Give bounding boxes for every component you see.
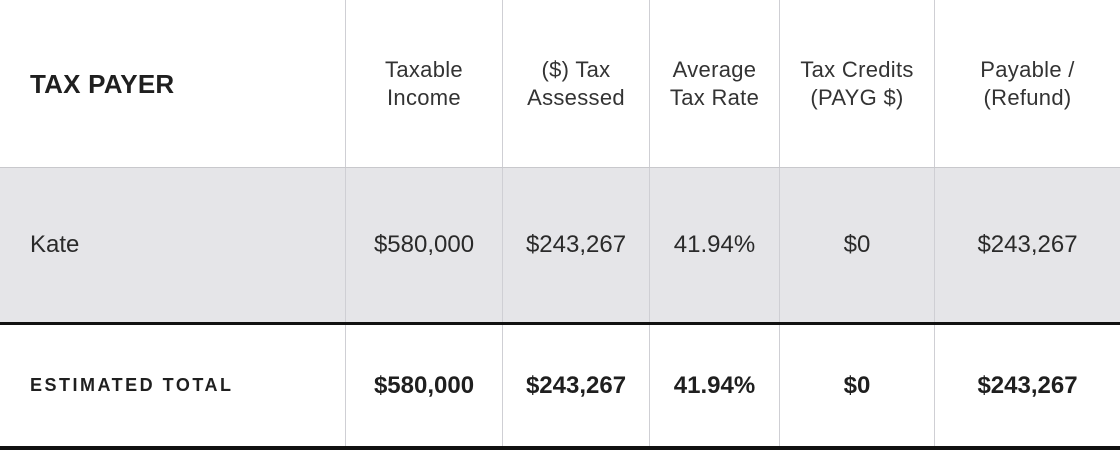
total-row: ESTIMATED TOTAL $580,000 $243,267 41.94%… — [0, 325, 1120, 446]
header-payable-refund-label: Payable / (Refund) — [980, 56, 1075, 110]
cell-tax-assessed: $243,267 — [502, 168, 649, 322]
header-divider — [0, 167, 1120, 168]
total-average-tax-rate: 41.94% — [649, 325, 779, 446]
cell-tax-credits: $0 — [779, 168, 934, 322]
header-tax-assessed-label: ($) Tax Assessed — [527, 56, 625, 110]
total-divider — [0, 322, 1120, 325]
total-payable-refund: $243,267 — [934, 325, 1120, 446]
cell-tax-payer: Kate — [30, 231, 80, 258]
total-tax-assessed: $243,267 — [502, 325, 649, 446]
cell-payable-refund: $243,267 — [934, 168, 1120, 322]
header-taxable-income-label: Taxable Income — [385, 56, 463, 110]
header-tax-payer: TAX PAYER — [30, 68, 175, 99]
cell-taxable-income: $580,000 — [345, 168, 502, 322]
cell-average-tax-rate: 41.94% — [649, 168, 779, 322]
table-header-row: TAX PAYER Taxable Income ($) Tax Assesse… — [0, 0, 1120, 167]
header-tax-assessed: ($) Tax Assessed — [502, 0, 649, 167]
header-payable-refund: Payable / (Refund) — [934, 0, 1120, 167]
table-bottom-border — [0, 446, 1120, 450]
total-label: ESTIMATED TOTAL — [30, 375, 234, 395]
table-row: Kate $580,000 $243,267 41.94% $0 $243,26… — [0, 168, 1120, 322]
header-taxable-income: Taxable Income — [345, 0, 502, 167]
header-tax-credits: Tax Credits (PAYG $) — [779, 0, 934, 167]
header-average-tax-rate-label: Average Tax Rate — [669, 56, 760, 110]
total-tax-credits: $0 — [779, 325, 934, 446]
header-tax-credits-label: Tax Credits (PAYG $) — [800, 56, 914, 110]
header-average-tax-rate: Average Tax Rate — [649, 0, 779, 167]
total-taxable-income: $580,000 — [345, 325, 502, 446]
